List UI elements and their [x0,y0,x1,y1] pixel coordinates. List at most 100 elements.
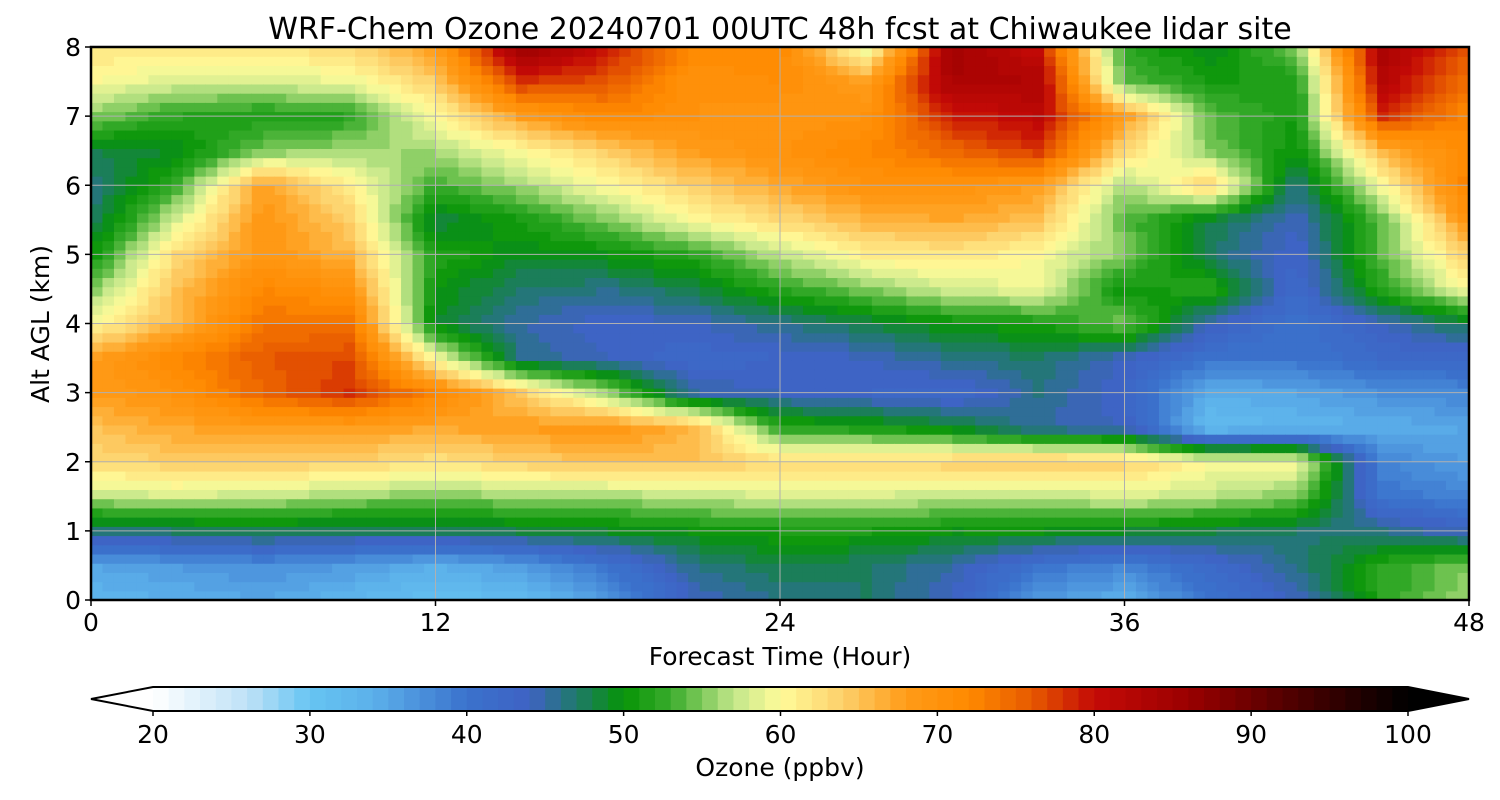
heatmap-cell [91,295,104,306]
heatmap-cell [791,397,804,408]
heatmap-cell [355,120,368,131]
heatmap-cell [228,443,241,454]
heatmap-cell [802,185,816,196]
heatmap-cell [228,185,241,196]
heatmap-cell [883,498,896,509]
heatmap-cell [917,452,930,463]
heatmap-cell [986,222,999,232]
heatmap-cell [963,305,976,315]
heatmap-cell [619,544,632,555]
heatmap-cell [757,148,770,159]
heatmap-cell [699,176,712,186]
heatmap-cell [527,65,540,76]
heatmap-cell [722,544,735,555]
heatmap-cell [848,415,861,426]
heatmap-cell [194,434,207,444]
heatmap-cell [91,507,104,518]
heatmap-cell [688,369,701,380]
heatmap-cell [768,231,781,242]
heatmap-cell [825,240,839,251]
heatmap-cell [424,378,437,389]
heatmap-cell [412,553,425,564]
heatmap-cell [653,203,666,214]
heatmap-cell [940,470,953,481]
heatmap-cell [688,157,701,168]
heatmap-cell [642,314,655,325]
heatmap-cell [653,544,666,555]
heatmap-cell [975,351,988,361]
heatmap-cell [1009,240,1022,251]
heatmap-cell [401,194,414,205]
heatmap-cell [929,222,942,232]
heatmap-cell [458,240,471,251]
heatmap-cell [653,268,666,279]
heatmap-cell [435,563,448,573]
heatmap-cell [389,83,402,94]
heatmap-cell [998,176,1011,186]
heatmap-cell [435,378,448,389]
heatmap-cell [952,360,965,371]
heatmap-cell [607,314,620,325]
heatmap-cell [940,544,953,555]
heatmap-cell [975,295,988,306]
heatmap-cell [182,351,195,361]
heatmap-cell [848,148,861,159]
heatmap-cell [630,452,643,463]
heatmap-cell [332,424,345,435]
heatmap-cell [825,74,839,85]
heatmap-cell [768,424,781,435]
heatmap-cell [561,443,574,454]
heatmap-cell [286,351,299,361]
heatmap-cell [125,83,138,94]
heatmap-cell [389,102,402,113]
heatmap-cell [940,93,953,103]
heatmap-cell [894,74,907,85]
heatmap-cell [607,553,620,564]
heatmap-cell [91,139,104,149]
heatmap-cell [251,129,264,140]
heatmap-cell [286,553,299,564]
heatmap-cell [286,139,299,149]
heatmap-cell [263,480,276,490]
heatmap-cell [619,590,632,600]
heatmap-cell [975,498,988,509]
heatmap-cell [734,203,747,214]
heatmap-cell [550,194,563,205]
heatmap-cell [745,434,758,444]
heatmap-cell [355,157,368,168]
heatmap-cell [906,203,919,214]
heatmap-cell [1021,102,1034,113]
heatmap-cell [481,443,494,454]
heatmap-cell [975,517,988,527]
heatmap-cell [332,351,345,361]
heatmap-cell [148,590,161,600]
heatmap-cell [113,56,127,67]
heatmap-cell [113,443,127,454]
heatmap-cell [940,56,953,67]
heatmap-cell [251,314,264,325]
heatmap-cell [91,480,104,490]
heatmap-cell [780,258,793,269]
heatmap-cell [148,74,161,85]
heatmap-cell [1009,424,1022,435]
heatmap-cell [527,240,540,251]
heatmap-cell [998,369,1011,380]
heatmap-cell [676,480,689,490]
heatmap-cell [205,480,218,490]
heatmap-cell [458,120,471,131]
heatmap-cell [596,258,609,269]
heatmap-cell [527,535,540,546]
heatmap-cell [263,47,276,57]
heatmap-cell [171,166,184,177]
heatmap-cell [205,360,218,371]
heatmap-cell [998,553,1011,564]
heatmap-cell [894,470,907,481]
heatmap-cell [355,397,368,408]
heatmap-cell [860,240,873,251]
heatmap-cell [802,369,816,380]
heatmap-cell [561,129,574,140]
heatmap-cell [883,507,896,518]
heatmap-cell [389,360,402,371]
heatmap-cell [780,314,793,325]
heatmap-cell [182,535,195,546]
